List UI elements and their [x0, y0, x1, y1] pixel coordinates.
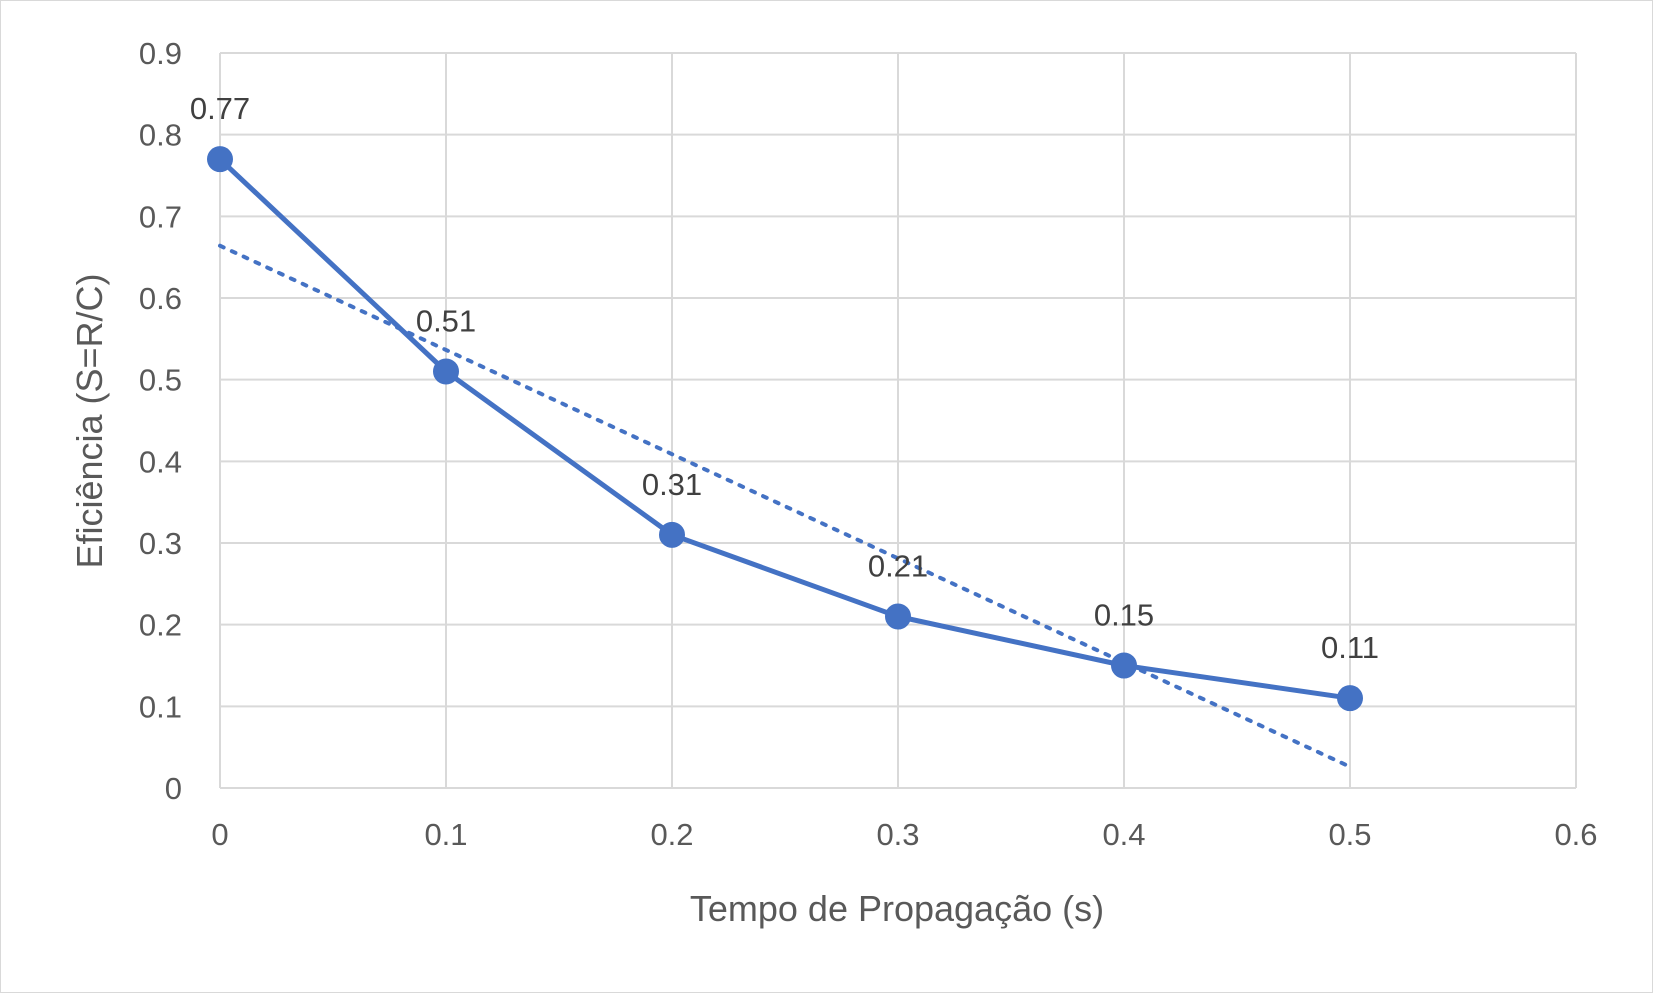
- data-label: 0.31: [642, 467, 702, 502]
- y-tick-labels: 0 0.1 0.2 0.3 0.4 0.5 0.6 0.7 0.8 0.9: [139, 36, 182, 806]
- series-layer: [207, 146, 1363, 712]
- data-label-layer: 0.77 0.51 0.31 0.21 0.15 0.11: [190, 91, 1379, 665]
- y-tick-label: 0.4: [139, 444, 182, 479]
- data-label: 0.15: [1094, 598, 1154, 633]
- x-tick-label: 0.6: [1554, 817, 1597, 852]
- y-tick-label: 0.1: [139, 689, 182, 724]
- x-axis-title: Tempo de Propagação (s): [690, 888, 1104, 929]
- y-axis-title: Eficiência (S=R/C): [69, 273, 110, 568]
- x-tick-label: 0: [211, 817, 228, 852]
- data-point: [1111, 652, 1137, 679]
- data-label: 0.77: [190, 91, 250, 126]
- y-tick-label: 0.8: [139, 118, 182, 153]
- y-tick-label: 0.9: [139, 36, 182, 71]
- x-tick-label: 0.5: [1328, 817, 1371, 852]
- trendline-layer: [218, 243, 1352, 769]
- data-label: 0.51: [416, 304, 476, 339]
- data-point: [1337, 685, 1363, 712]
- y-tick-label: 0.5: [139, 363, 182, 398]
- x-tick-label: 0.3: [876, 817, 919, 852]
- data-label: 0.11: [1321, 630, 1379, 665]
- grid-layer: [219, 52, 1577, 789]
- x-tick-labels: 0 0.1 0.2 0.3 0.4 0.5 0.6: [211, 817, 1597, 852]
- data-point: [659, 521, 685, 548]
- x-tick-label: 0.2: [650, 817, 693, 852]
- y-tick-label: 0.2: [139, 608, 182, 643]
- series-line: [217, 156, 1353, 701]
- y-tick-label: 0: [165, 771, 182, 806]
- data-point: [885, 603, 911, 630]
- y-tick-label: 0.3: [139, 526, 182, 561]
- y-tick-label: 0.7: [139, 199, 182, 234]
- x-tick-label: 0.1: [424, 817, 467, 852]
- data-point: [207, 146, 233, 173]
- trendline: [218, 243, 1352, 769]
- data-label: 0.21: [868, 549, 928, 584]
- x-tick-label: 0.4: [1102, 817, 1145, 852]
- data-point: [433, 358, 459, 385]
- y-tick-label: 0.6: [139, 281, 182, 316]
